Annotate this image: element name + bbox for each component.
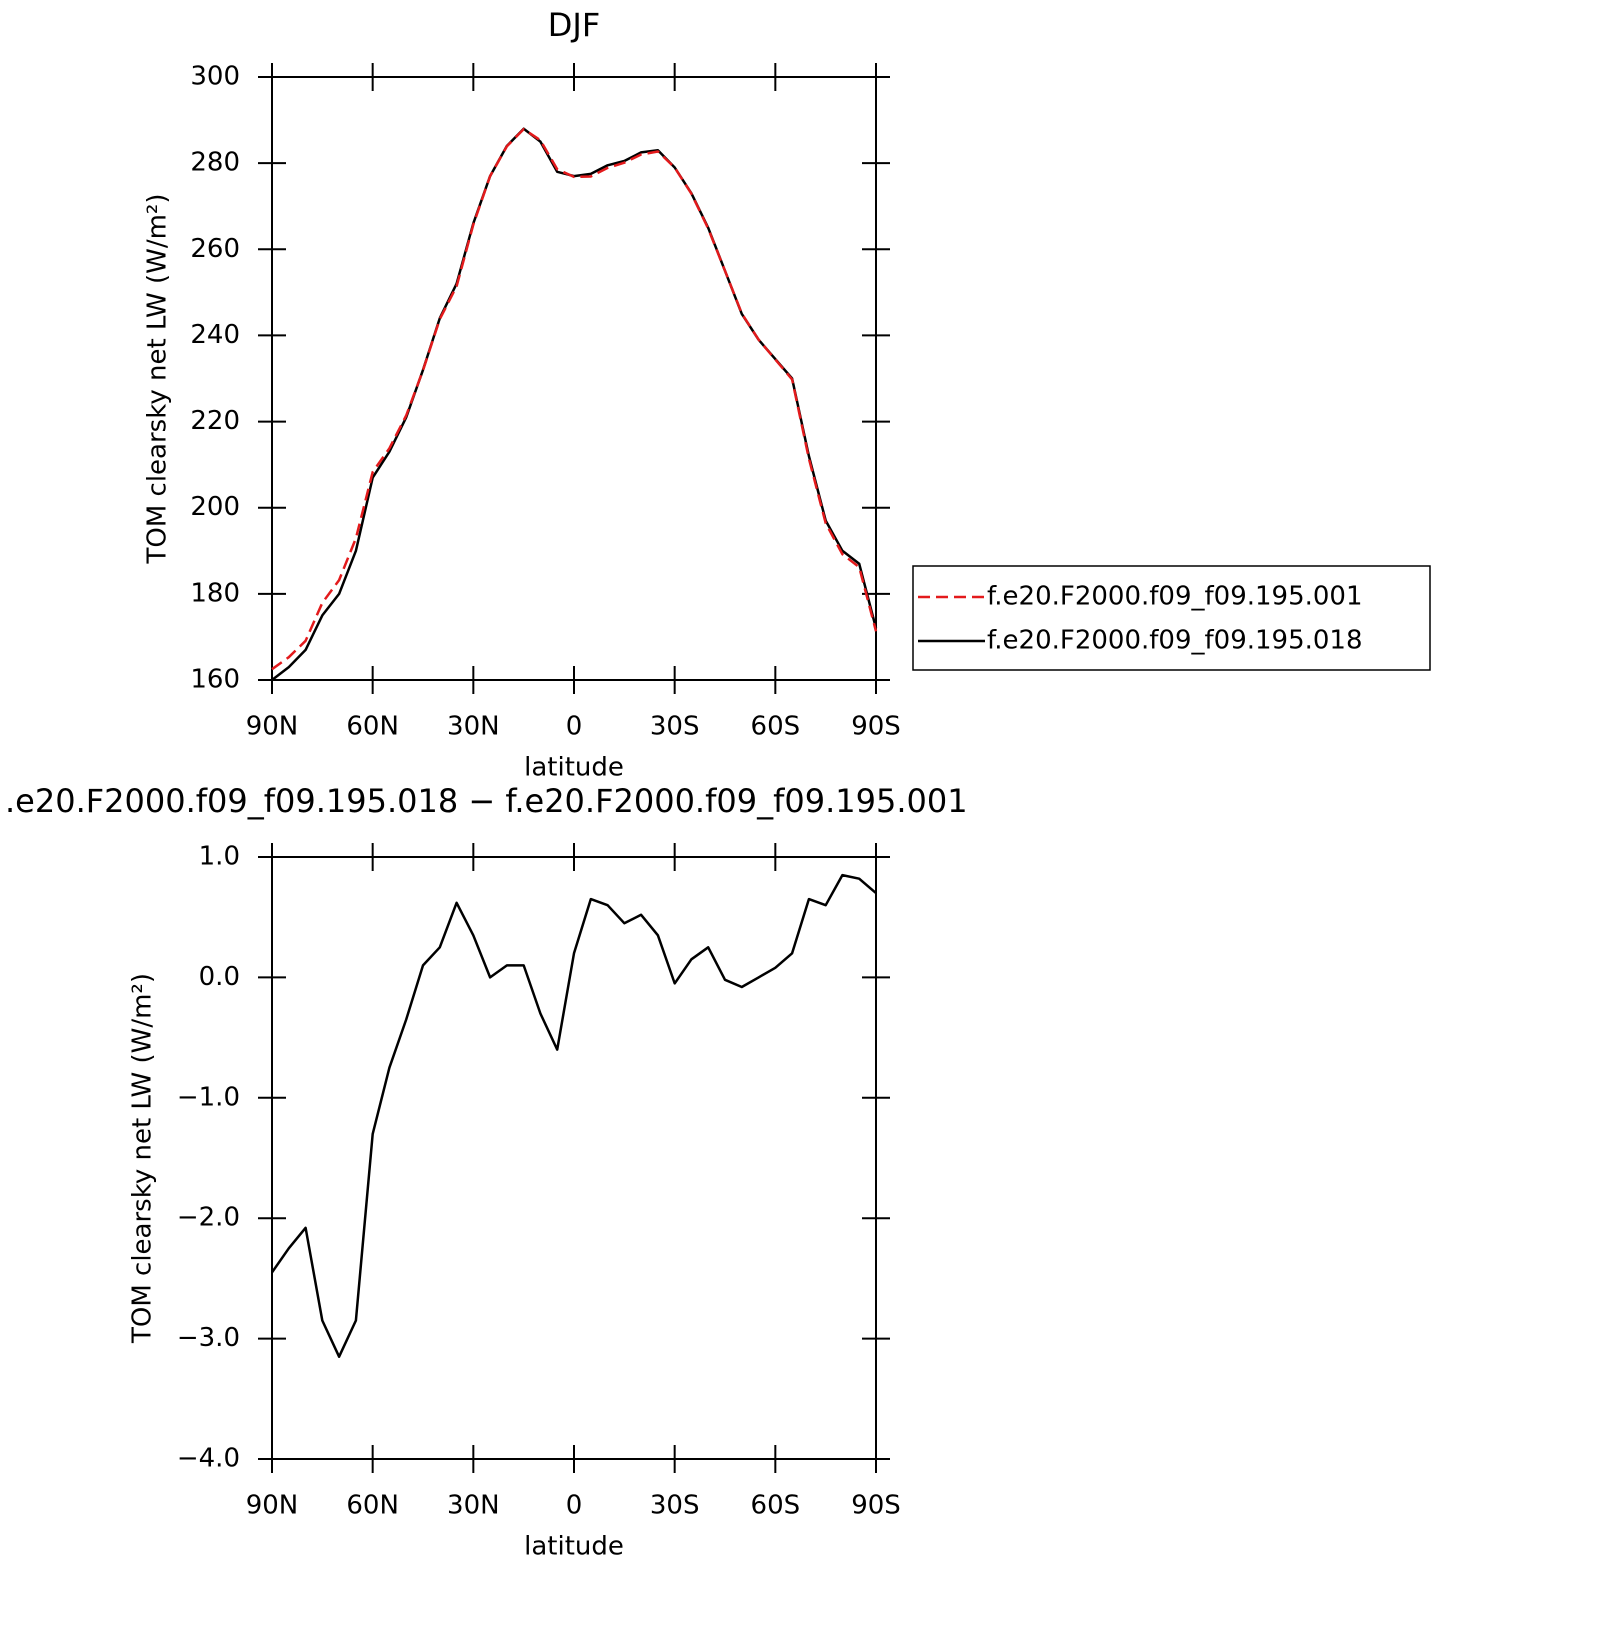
x-tick-label: 60S [751,1491,801,1521]
y-tick-label: 300 [190,62,240,92]
legend-box [912,565,1431,671]
y-tick-label: −2.0 [177,1203,240,1233]
y-tick-label: 160 [190,665,240,695]
x-tick-label: 90N [246,712,299,742]
y-axis-label: TOM clearsky net LW (W/m²) [143,193,173,564]
plot-frame [271,856,877,1460]
y-tick-label: 260 [190,234,240,264]
y-tick-label: 220 [190,406,240,436]
x-tick-label: 30S [650,1491,700,1521]
x-tick-label: 0 [566,1491,583,1521]
x-tick-label: 60N [346,712,399,742]
line-series [271,127,878,671]
x-tick-label: 0 [566,712,583,742]
x-tick-label: 30N [447,712,500,742]
legend-label: f.e20.F2000.f09_f09.195.001 [987,582,1363,612]
x-tick-label: 30S [650,712,700,742]
y-axis-label: TOM clearsky net LW (W/m²) [128,973,158,1344]
y-tick-label: −4.0 [177,1444,240,1474]
x-axis-label: latitude [524,753,624,783]
y-tick-label: −1.0 [177,1082,240,1112]
y-tick-label: −3.0 [177,1323,240,1353]
x-tick-label: 60S [751,712,801,742]
x-tick-label: 60N [346,1491,399,1521]
legend-label: f.e20.F2000.f09_f09.195.018 [987,626,1363,656]
x-tick-label: 30N [447,1491,500,1521]
y-tick-label: 280 [190,148,240,178]
plot-frame [271,76,877,681]
line-series [270,873,877,1358]
y-tick-label: 180 [190,578,240,608]
chart-title: .e20.F2000.f09_f09.195.018 − f.e20.F2000… [5,782,968,820]
y-tick-label: 240 [190,320,240,350]
x-tick-label: 90S [851,1491,901,1521]
chart-title: DJF [548,6,600,44]
x-axis-label: latitude [524,1532,624,1562]
x-tick-label: 90N [246,1491,299,1521]
line-series [271,127,878,681]
y-tick-label: 0.0 [199,962,240,992]
x-tick-label: 90S [851,712,901,742]
y-tick-label: 200 [190,492,240,522]
y-tick-label: 1.0 [199,842,240,872]
